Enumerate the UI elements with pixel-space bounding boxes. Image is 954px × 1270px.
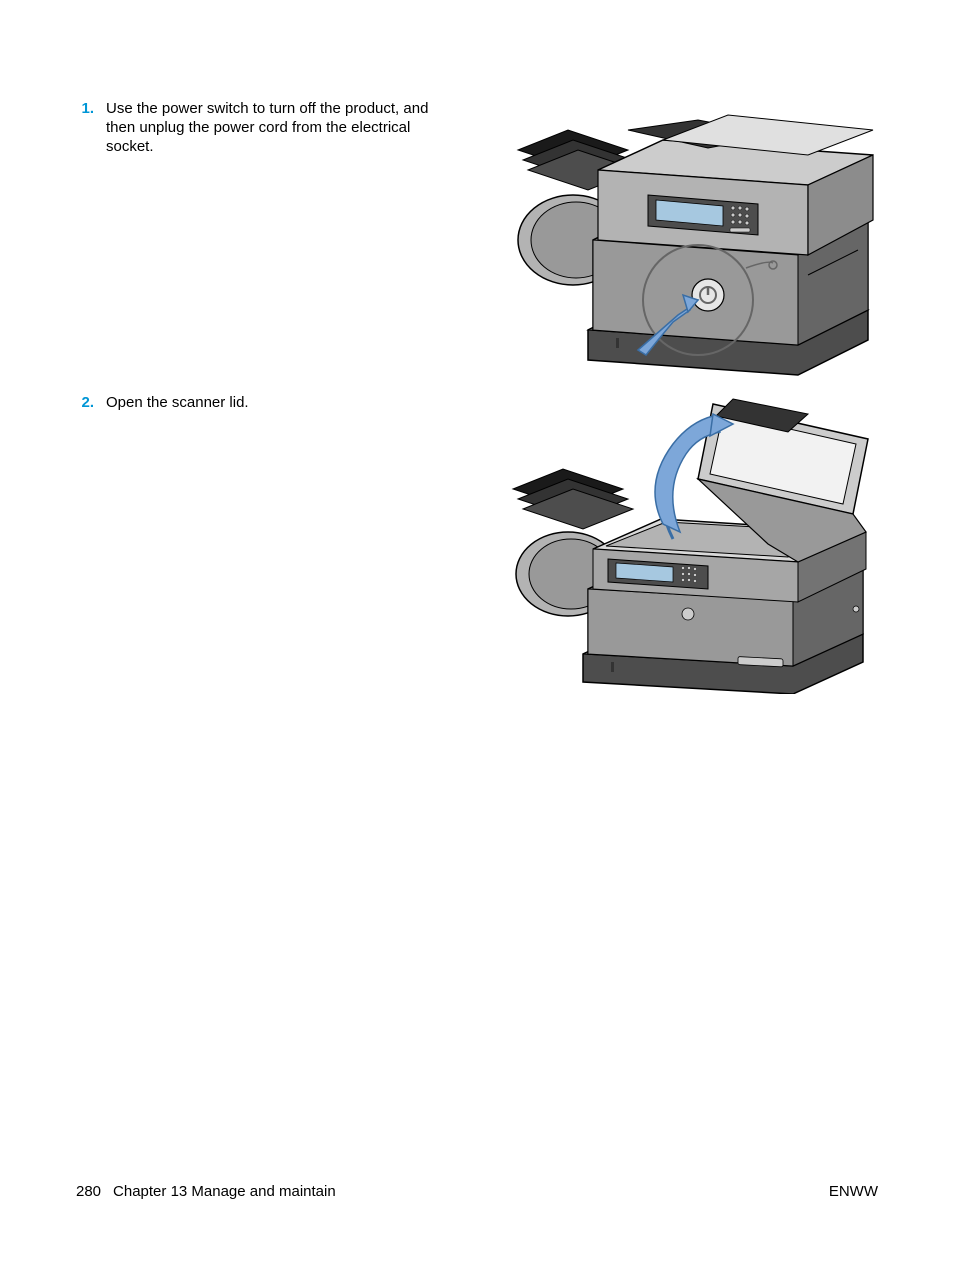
step-1-image [498, 100, 878, 380]
footer-right: ENWW [829, 1183, 878, 1200]
footer-left: 280 Chapter 13 Manage and maintain [76, 1183, 336, 1200]
page-number: 280 [76, 1183, 101, 1200]
printer-power-illustration [498, 100, 878, 380]
step-2-text: Open the scanner lid. [106, 394, 446, 413]
page-footer: 280 Chapter 13 Manage and maintain ENWW [76, 1183, 878, 1200]
step-2-text-container: Open the scanner lid. [106, 394, 478, 413]
step-2-image [498, 394, 878, 694]
page-content: 1. Use the power switch to turn off the … [76, 100, 878, 708]
step-2-row: 2. Open the scanner lid. [76, 394, 878, 694]
step-1-number: 1. [76, 100, 106, 117]
step-2-number: 2. [76, 394, 106, 411]
chapter-title: Chapter 13 Manage and maintain [113, 1183, 336, 1200]
printer-lid-illustration [498, 394, 878, 694]
step-1-text: Use the power switch to turn off the pro… [106, 100, 446, 156]
step-1-text-container: Use the power switch to turn off the pro… [106, 100, 478, 156]
step-1-row: 1. Use the power switch to turn off the … [76, 100, 878, 380]
